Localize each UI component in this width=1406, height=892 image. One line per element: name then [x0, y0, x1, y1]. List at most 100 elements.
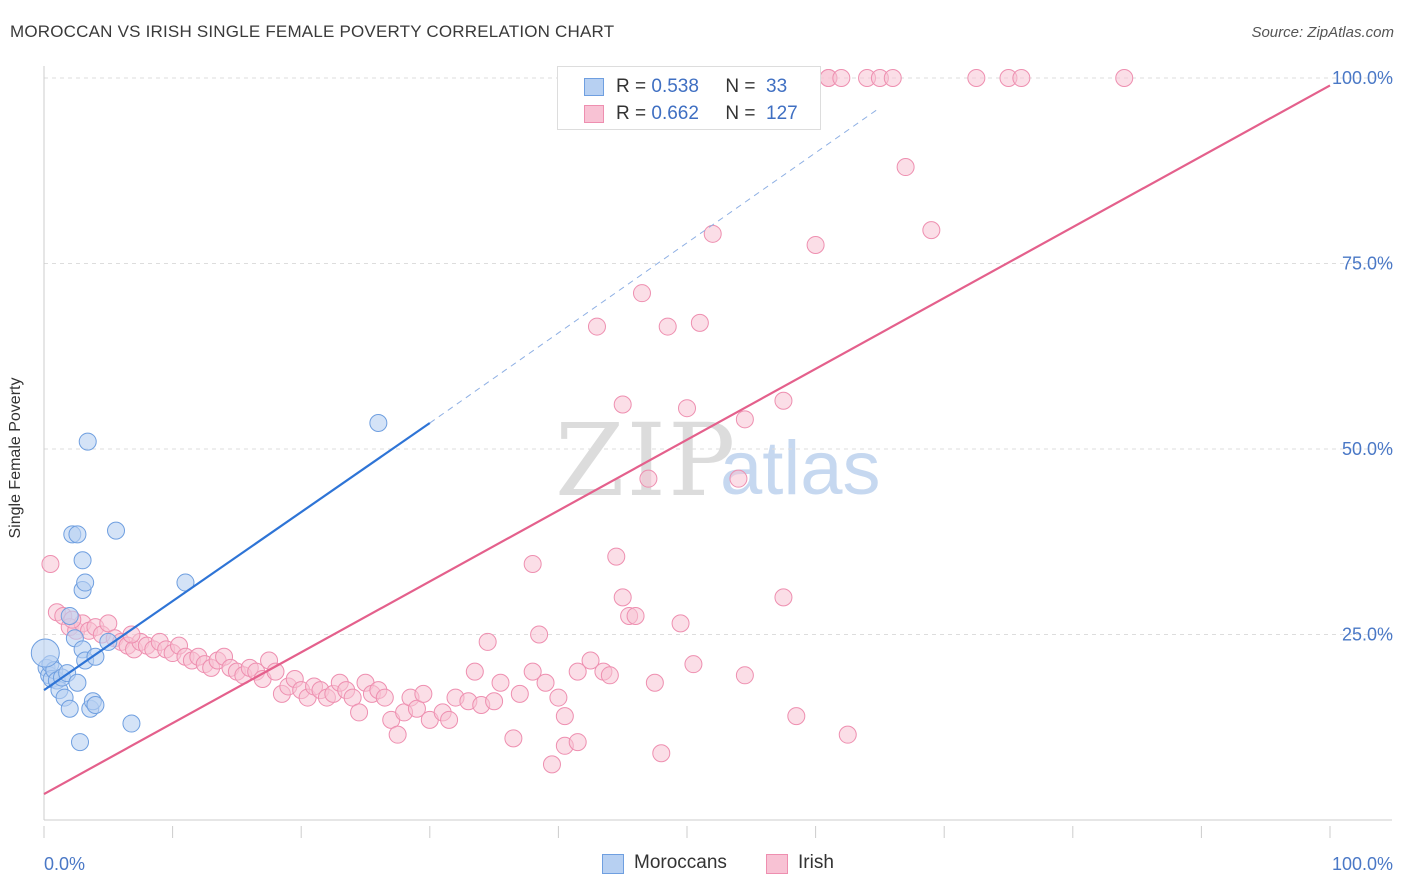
irish-point-81: [581, 651, 600, 670]
irish-point-117: [922, 221, 941, 240]
y-tick-label-100: 100.0%: [1332, 68, 1393, 88]
irish-point-79: [568, 733, 587, 752]
irish-point-75: [542, 755, 561, 774]
moroccans-swatch: [584, 78, 604, 96]
irish-point-58: [414, 684, 433, 703]
irish-point-85: [607, 547, 626, 566]
watermark-atlas: atlas: [720, 426, 881, 511]
moroccans-r-value: 0.538: [651, 76, 699, 97]
moroccan-point-15: [68, 673, 87, 692]
irish-point-84: [600, 666, 619, 685]
irish-point-93: [652, 744, 671, 763]
y-tick-label-50: 50.0%: [1342, 439, 1393, 459]
irish-point-66: [465, 662, 484, 681]
series-legend: Moroccans Irish: [0, 852, 1406, 878]
irish-point-70: [510, 684, 529, 703]
moroccan-point-21: [76, 573, 95, 592]
axes: [43, 66, 1392, 838]
irish-point-71: [523, 662, 542, 681]
irish-point-96: [678, 399, 696, 418]
chart-title: MOROCCAN VS IRISH SINGLE FEMALE POVERTY …: [10, 22, 615, 41]
moroccan-point-16: [71, 733, 90, 752]
irish-point-89: [626, 606, 645, 625]
tick-labels: 25.0% 50.0% 75.0% 100.0% 0.0% 100.0%: [44, 68, 1393, 874]
irish-n-label: N =: [725, 103, 756, 124]
moroccan-points: [30, 414, 388, 752]
irish-point-48: [350, 703, 369, 722]
irish-point-115: [883, 69, 902, 87]
irish-point-72: [530, 625, 549, 644]
irish-points: [41, 69, 1134, 774]
irish-point-107: [774, 588, 793, 607]
moroccan-point-13: [68, 525, 87, 544]
irish-point-99: [703, 224, 722, 243]
trend-lines: [43, 84, 1331, 795]
moroccan-trend-extension: [429, 107, 881, 424]
irish-point-86: [613, 588, 632, 607]
moroccan-point-31: [369, 414, 388, 433]
irish-point-108: [787, 707, 806, 726]
moroccans-r-label: R =: [616, 76, 647, 97]
x-tick-label-0: 0.0%: [44, 854, 85, 874]
irish-point-54: [388, 725, 407, 744]
source-label: Source: ZipAtlas.com: [1251, 24, 1394, 41]
irish-point-69: [504, 729, 523, 748]
irish-point-87: [613, 395, 632, 414]
moroccan-point-22: [78, 432, 97, 451]
irish-swatch: [584, 105, 604, 123]
y-tick-label-25: 25.0%: [1342, 625, 1393, 645]
stats-legend: R = 0.538 N = 33 R = 0.662 N = 127: [557, 66, 821, 130]
x-tick-label-100: 100.0%: [1332, 854, 1393, 874]
irish-point-67: [478, 632, 497, 651]
irish-r-value: 0.662: [651, 103, 699, 124]
y-tick-label-75: 75.0%: [1342, 254, 1393, 274]
irish-point-90: [632, 284, 651, 303]
irish-point-95: [671, 614, 690, 633]
irish-point-57: [407, 699, 426, 718]
irish-point-82: [587, 317, 606, 336]
irish-point-97: [684, 655, 703, 674]
irish-point-118: [967, 69, 986, 87]
moroccan-point-10: [60, 699, 79, 718]
moroccans-legend-label: Moroccans: [634, 852, 727, 873]
irish-point-0: [41, 555, 60, 574]
moroccan-point-12: [60, 606, 79, 625]
irish-point-91: [639, 469, 658, 488]
irish-point-103: [735, 666, 754, 685]
irish-point-122: [832, 69, 851, 87]
moroccan-point-29: [122, 714, 141, 733]
moroccan-point-27: [99, 632, 118, 651]
moroccan-point-28: [107, 521, 126, 540]
irish-point-80: [568, 662, 587, 681]
irish-point-116: [896, 158, 915, 177]
irish-trend-line: [43, 84, 1331, 795]
irish-point-101: [729, 469, 748, 488]
watermark-zip: ZIP: [555, 402, 738, 519]
moroccans-n-label: N =: [725, 76, 756, 97]
irish-point-74: [536, 673, 555, 692]
irish-point-121: [1115, 69, 1134, 87]
irish-point-94: [658, 317, 677, 336]
moroccan-point-26: [86, 695, 105, 714]
irish-point-98: [690, 313, 709, 332]
irish-point-120: [1012, 69, 1031, 87]
irish-r-label: R =: [616, 103, 647, 124]
irish-point-52: [375, 688, 394, 707]
irish-point-68: [491, 673, 510, 692]
irish-n-value: 127: [766, 103, 798, 124]
irish-point-102: [735, 410, 754, 429]
irish-point-47: [343, 688, 362, 707]
irish-point-73: [523, 555, 542, 574]
irish-legend-swatch: [766, 854, 788, 874]
irish-legend-label: Irish: [798, 852, 834, 873]
irish-point-92: [645, 673, 664, 692]
moroccan-point-20: [73, 551, 92, 570]
irish-point-76: [549, 688, 568, 707]
irish-point-109: [806, 235, 825, 254]
irish-point-112: [838, 725, 857, 744]
irish-point-106: [774, 391, 793, 410]
moroccans-n-value: 33: [766, 76, 788, 97]
irish-point-61: [440, 710, 459, 729]
moroccan-point-32: [30, 638, 60, 668]
